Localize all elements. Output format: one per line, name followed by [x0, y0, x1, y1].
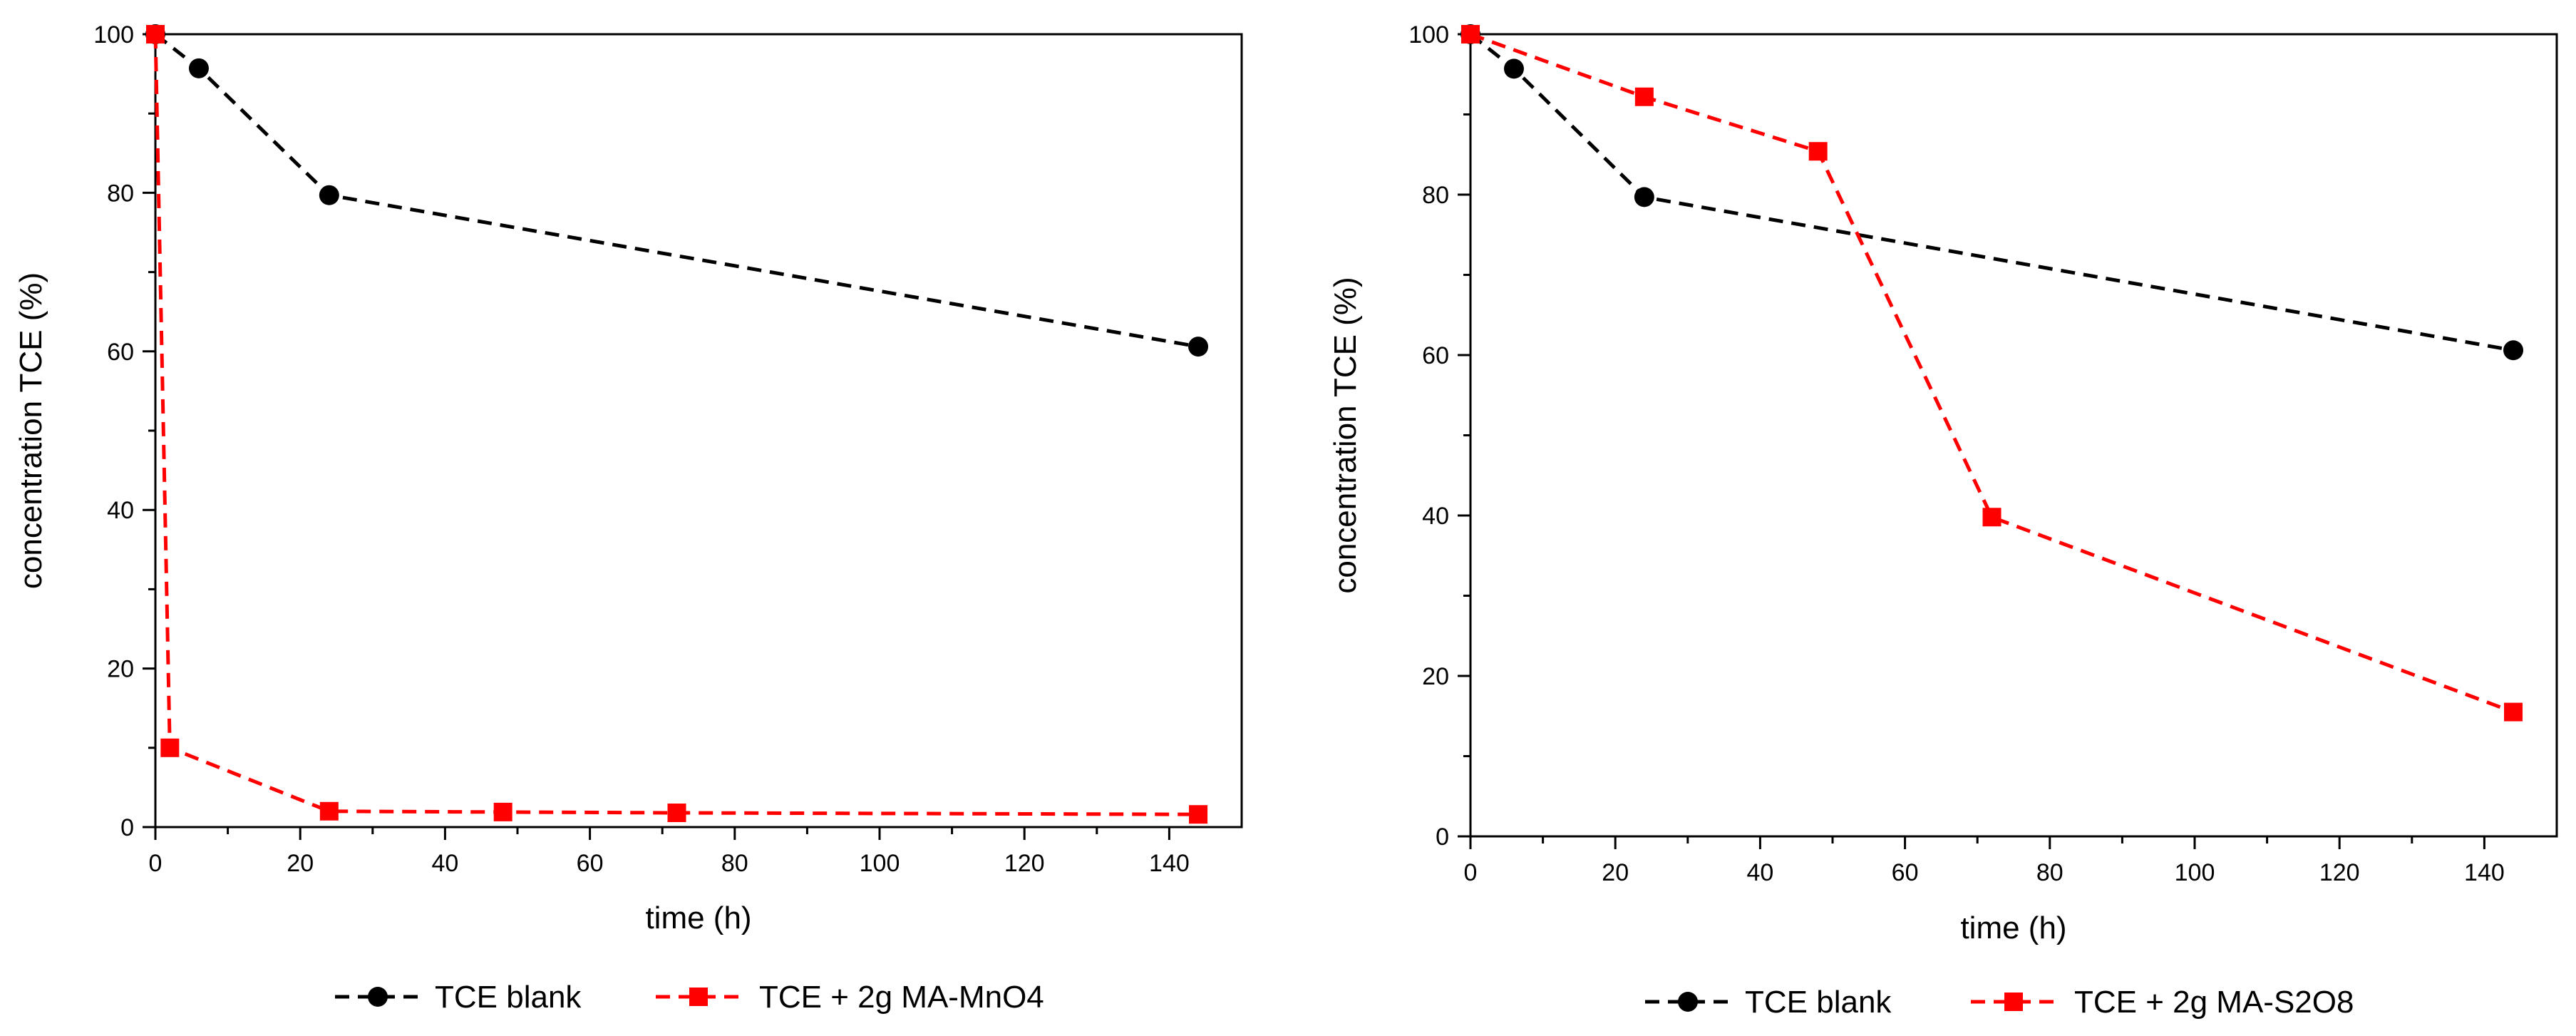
x-tick-label: 60 [577, 850, 604, 877]
x-tick-label: 20 [1602, 859, 1629, 886]
x-tick-label: 140 [2464, 859, 2505, 886]
legend-label: TCE + 2g MA-S2O8 [2074, 985, 2354, 1020]
legend-marker [689, 988, 708, 1006]
x-tick-label: 0 [1464, 859, 1478, 886]
legend: TCE blank TCE + 2g MA-MnO4 [335, 980, 1044, 1015]
data-point [1982, 508, 2001, 527]
data-point [319, 185, 339, 205]
data-point [1808, 142, 1828, 161]
data-point [1188, 337, 1209, 357]
x-tick-label: 20 [287, 850, 314, 877]
data-point [1461, 25, 1480, 43]
y-tick-label: 60 [107, 339, 134, 366]
y-tick-label: 20 [107, 656, 134, 683]
x-tick-label: 140 [1149, 850, 1190, 877]
data-point [1634, 87, 1654, 106]
data-point [1189, 805, 1208, 824]
legend-marker [368, 987, 388, 1007]
legend-label: TCE + 2g MA-MnO4 [759, 980, 1044, 1015]
data-point [2504, 702, 2523, 722]
y-tick-label: 20 [1422, 663, 1449, 690]
x-tick-label: 120 [1004, 850, 1045, 877]
series-1 [1460, 24, 2524, 361]
data-point [188, 58, 209, 78]
y-tick-label: 40 [1422, 503, 1449, 530]
x-axis-title: time (h) [1960, 911, 2066, 945]
legend-label: TCE blank [435, 980, 582, 1015]
plot-frame [154, 33, 1243, 829]
legend-label: TCE blank [1745, 985, 1892, 1020]
x-tick-label: 120 [2319, 859, 2360, 886]
y-tick-label: 0 [1436, 824, 1449, 851]
series-2 [1461, 25, 2523, 722]
series-1 [145, 24, 1209, 357]
y-tick-label: 80 [107, 180, 134, 207]
x-axis-title: time (h) [645, 901, 751, 935]
y-axis-title: concentration TCE (%) [14, 272, 48, 589]
y-tick-label: 40 [107, 497, 134, 524]
legend-marker [1678, 992, 1698, 1012]
y-tick-label: 60 [1422, 342, 1449, 369]
series-line [1470, 32, 2514, 714]
x-tick-label: 80 [721, 850, 748, 877]
x-tick-label: 60 [1892, 859, 1919, 886]
data-point [160, 738, 180, 757]
data-point [2503, 340, 2524, 361]
x-tick-label: 0 [149, 850, 163, 877]
y-tick-label: 80 [1422, 182, 1449, 209]
series-line [1469, 33, 2514, 352]
x-tick-label: 100 [2175, 859, 2215, 886]
x-tick-label: 80 [2036, 859, 2064, 886]
data-point [1503, 58, 1524, 79]
y-tick-label: 100 [1408, 21, 1449, 48]
x-tick-label: 100 [860, 850, 900, 877]
data-point [1634, 187, 1654, 207]
series-line [154, 33, 1199, 349]
x-tick-label: 40 [1746, 859, 1773, 886]
y-axis-title: concentration TCE (%) [1328, 277, 1363, 593]
x-tick-label: 40 [431, 850, 458, 877]
y-tick-label: 0 [120, 814, 134, 841]
data-point [146, 25, 165, 43]
legend: TCE blank TCE + 2g MA-S2O8 [1645, 985, 2354, 1020]
series-2 [146, 25, 1208, 824]
chart-panel-2: 0 20 40 60 80 100 120 140 0 20 40 60 80 100 time (h) co… [1328, 21, 2558, 1020]
y-tick-label: 100 [93, 21, 134, 48]
data-point [667, 803, 686, 822]
plot-frame [1469, 33, 2558, 838]
data-point [319, 801, 339, 821]
chart-panel-1: 0 20 40 60 80 100 120 140 0 20 40 60 80 100 time (h) co… [14, 21, 1243, 1015]
series-line [153, 34, 1199, 816]
legend-marker [2004, 993, 2023, 1011]
data-point [493, 802, 512, 821]
